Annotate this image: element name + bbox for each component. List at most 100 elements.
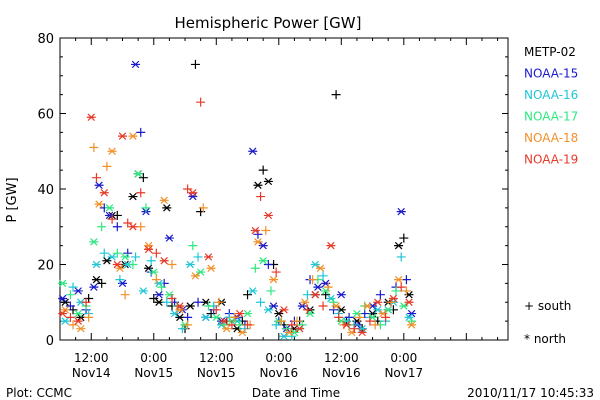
data-point-south [167, 293, 177, 303]
y-tick-label: 0 [46, 334, 54, 349]
data-point-north [219, 317, 229, 325]
data-point-north [388, 294, 398, 303]
legend-north-marker: * north [524, 332, 566, 346]
data-point-north [315, 264, 325, 272]
legend-entry: NOAA-19 [524, 153, 578, 167]
data-point-south [97, 278, 107, 288]
data-point-north [89, 238, 99, 246]
data-point-south [193, 252, 203, 262]
data-point-south [167, 260, 177, 269]
data-point-north [263, 177, 273, 186]
data-point-south [235, 320, 245, 330]
data-point-south [370, 320, 380, 330]
data-point-north [149, 268, 159, 276]
data-point-north [243, 309, 253, 318]
data-point-north [263, 306, 273, 314]
data-point-south [401, 275, 411, 285]
data-point-south [243, 320, 253, 330]
data-point-south [136, 222, 146, 232]
data-point-south [328, 305, 338, 315]
data-point-north [399, 302, 409, 310]
data-point-north [73, 287, 83, 295]
data-point-north [297, 302, 307, 310]
x-tick-date-label: Nov14 [72, 366, 111, 380]
data-point-north [159, 196, 169, 205]
data-point-north [138, 287, 148, 295]
data-point-south [271, 320, 281, 330]
x-tick-date-label: Nov16 [259, 366, 298, 380]
data-point-north [248, 287, 258, 295]
data-point-north [279, 306, 289, 314]
legend: METP-02 NOAA-15 NOAA-16 NOAA-17 NOAA-18 NOAA-… [524, 45, 578, 167]
data-point-south [81, 297, 91, 307]
data-point-south [157, 282, 167, 292]
data-point-south [65, 301, 75, 311]
data-point-north [60, 298, 70, 306]
data-point-south [128, 260, 138, 269]
data-point-north [269, 302, 279, 310]
data-point-north [253, 238, 263, 246]
data-point-north [185, 260, 195, 269]
data-point-south [97, 222, 107, 232]
data-point-north [94, 181, 104, 189]
data-point-north [279, 332, 289, 340]
x-tick-time-label: 0:00 [390, 351, 417, 365]
data-point-south [253, 229, 263, 239]
data-point-north [331, 302, 341, 310]
data-point-north [73, 317, 83, 325]
data-point-south [107, 214, 117, 224]
data-point-south [131, 252, 141, 262]
data-point-south [334, 312, 344, 322]
data-point-south [65, 290, 75, 300]
data-point-south [391, 286, 401, 296]
x-axis-label: Date and Time [252, 386, 340, 400]
data-point-north [394, 241, 404, 250]
x-tick-time-label: 12:00 [324, 351, 359, 365]
data-point-south [151, 248, 161, 258]
data-point-north [154, 298, 164, 306]
data-point-south [65, 312, 75, 322]
x-tick-time-label: 12:00 [199, 351, 234, 365]
data-point-south [323, 282, 333, 292]
data-point-north [336, 290, 346, 299]
data-point-north [73, 309, 83, 318]
data-point-south [399, 233, 409, 243]
data-point-north [274, 309, 284, 318]
data-point-north [60, 317, 70, 325]
data-point-south [190, 59, 200, 69]
data-point-north [86, 113, 96, 121]
y-tick-label: 40 [37, 183, 54, 198]
data-point-north [104, 204, 114, 212]
data-point-north [407, 321, 417, 329]
data-point-north [188, 189, 198, 197]
data-point-south [138, 173, 148, 183]
data-point-south [183, 320, 193, 330]
data-point-north [89, 283, 99, 291]
data-point-north [313, 283, 323, 291]
data-point-south [318, 301, 328, 311]
data-point-north [258, 257, 268, 265]
data-point-south [287, 331, 297, 341]
data-point-south [136, 127, 146, 137]
data-point-south [256, 192, 266, 202]
y-tick-label: 20 [37, 259, 54, 274]
x-tick-time-label: 0:00 [140, 351, 167, 365]
data-point-south [230, 312, 240, 322]
data-point-north [357, 328, 367, 337]
data-point-south [302, 305, 312, 315]
data-point-south [115, 275, 125, 285]
series-noaa-18 [60, 132, 417, 337]
y-axis-label: P [GW] [5, 177, 20, 222]
series-noaa-15 [58, 60, 417, 333]
data-point-south [256, 297, 266, 307]
data-point-south [193, 297, 203, 307]
data-point-north [188, 192, 198, 201]
data-point-south [365, 316, 375, 326]
data-point-north [154, 290, 164, 299]
data-point-north [112, 260, 122, 269]
data-point-north [170, 309, 180, 318]
data-point-north [300, 298, 310, 306]
data-point-south [183, 312, 193, 322]
data-point-south [84, 312, 94, 322]
data-point-north [102, 257, 112, 265]
